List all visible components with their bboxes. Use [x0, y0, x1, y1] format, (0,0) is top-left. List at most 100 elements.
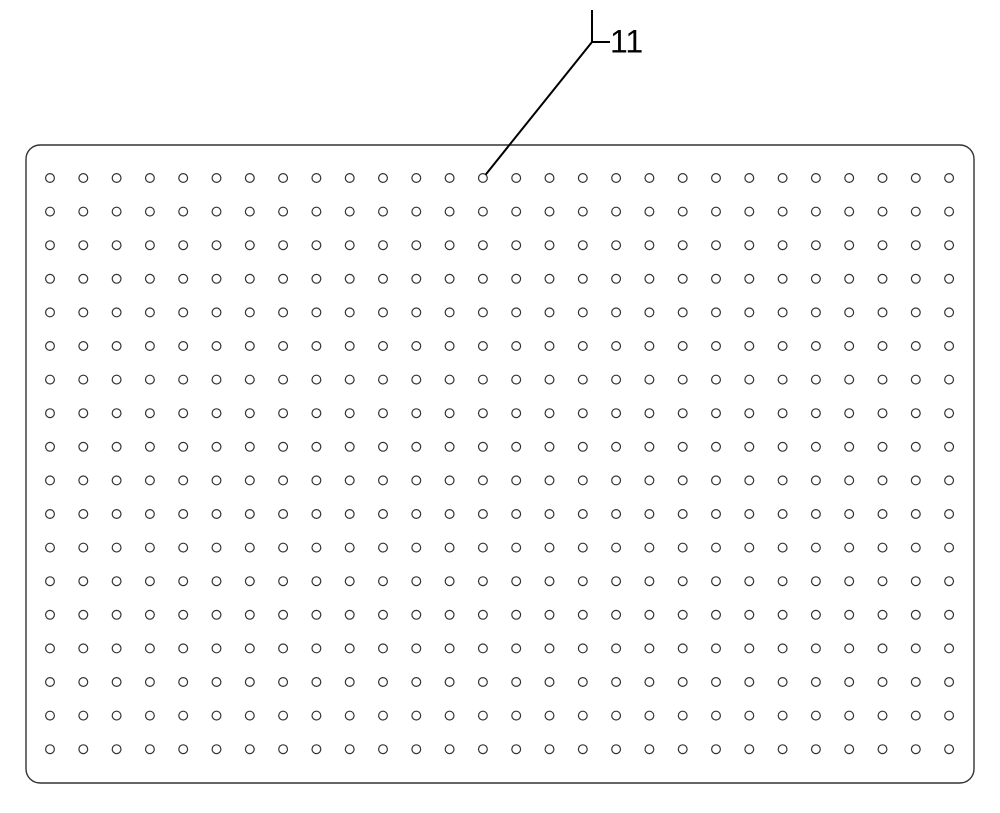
hole [645, 442, 654, 451]
hole [179, 476, 188, 485]
hole [678, 241, 687, 250]
hole [312, 308, 321, 317]
hole [146, 711, 155, 720]
hole [112, 678, 121, 687]
hole [778, 711, 787, 720]
hole [945, 577, 954, 586]
hole [878, 678, 887, 687]
hole [412, 442, 421, 451]
hole [279, 745, 288, 754]
hole [112, 342, 121, 351]
hole [745, 644, 754, 653]
hole [312, 678, 321, 687]
hole [79, 711, 88, 720]
hole [712, 745, 721, 754]
hole [379, 610, 388, 619]
hole [545, 274, 554, 283]
hole [479, 678, 488, 687]
hole [578, 375, 587, 384]
hole [212, 745, 221, 754]
hole [445, 409, 454, 418]
hole [345, 510, 354, 519]
hole [845, 745, 854, 754]
hole [379, 577, 388, 586]
hole [845, 375, 854, 384]
hole [445, 375, 454, 384]
hole [412, 274, 421, 283]
hole [379, 241, 388, 250]
hole [279, 274, 288, 283]
hole [812, 342, 821, 351]
hole [712, 241, 721, 250]
hole [112, 476, 121, 485]
hole [445, 577, 454, 586]
hole [945, 745, 954, 754]
hole [345, 745, 354, 754]
hole [245, 274, 254, 283]
hole [878, 375, 887, 384]
hole [146, 375, 155, 384]
hole [778, 577, 787, 586]
hole [179, 711, 188, 720]
hole [645, 610, 654, 619]
hole [712, 678, 721, 687]
hole [112, 241, 121, 250]
hole [412, 308, 421, 317]
hole [412, 543, 421, 552]
hole [812, 510, 821, 519]
hole [479, 510, 488, 519]
hole [445, 241, 454, 250]
hole [778, 207, 787, 216]
hole [212, 409, 221, 418]
hole [878, 476, 887, 485]
hole [911, 577, 920, 586]
hole [345, 375, 354, 384]
hole [545, 375, 554, 384]
hole [345, 610, 354, 619]
hole [878, 207, 887, 216]
hole [79, 308, 88, 317]
hole [212, 442, 221, 451]
hole [479, 274, 488, 283]
hole [79, 644, 88, 653]
hole [379, 711, 388, 720]
hole [512, 610, 521, 619]
hole [245, 745, 254, 754]
hole [445, 476, 454, 485]
hole [945, 644, 954, 653]
hole [412, 174, 421, 183]
hole [279, 207, 288, 216]
hole [179, 375, 188, 384]
hole [112, 543, 121, 552]
hole [645, 476, 654, 485]
hole [146, 644, 155, 653]
hole [578, 342, 587, 351]
hole [778, 476, 787, 485]
hole [412, 577, 421, 586]
hole [479, 745, 488, 754]
hole [279, 174, 288, 183]
hole [46, 308, 55, 317]
hole [212, 476, 221, 485]
hole [46, 375, 55, 384]
hole [379, 207, 388, 216]
hole [645, 241, 654, 250]
hole [179, 644, 188, 653]
hole [112, 409, 121, 418]
hole [245, 442, 254, 451]
hole [279, 644, 288, 653]
hole [945, 442, 954, 451]
hole [312, 610, 321, 619]
hole [545, 409, 554, 418]
hole [578, 711, 587, 720]
hole [878, 442, 887, 451]
hole [479, 174, 488, 183]
hole [179, 543, 188, 552]
hole [445, 308, 454, 317]
hole [712, 476, 721, 485]
hole [345, 711, 354, 720]
hole [512, 711, 521, 720]
hole [678, 442, 687, 451]
hole [612, 577, 621, 586]
hole [112, 442, 121, 451]
